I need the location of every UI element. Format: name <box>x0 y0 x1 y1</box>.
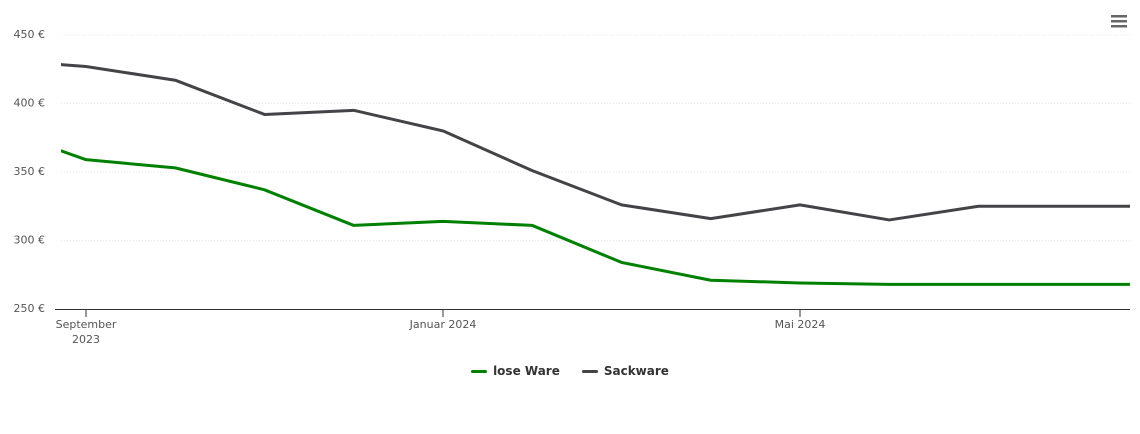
x-tick-label: September 2023 <box>55 318 117 346</box>
x-tick-label: Mai 2024 <box>774 318 826 331</box>
y-tick-label: 350 € <box>14 165 46 178</box>
menu-icon[interactable] <box>1111 15 1127 28</box>
line-series <box>61 63 1130 222</box>
y-tick-label: 450 € <box>14 28 46 41</box>
legend-swatch <box>471 369 488 373</box>
x-tick-label: Januar 2024 <box>409 318 477 331</box>
legend-label: lose Ware <box>493 364 560 378</box>
y-tick-label: 250 € <box>14 302 46 315</box>
legend-item[interactable]: Sackware <box>581 364 669 378</box>
legend-item[interactable]: lose Ware <box>471 364 560 378</box>
legend-swatch <box>581 369 598 373</box>
plot-area <box>61 63 1130 286</box>
y-tick-label: 300 € <box>14 234 46 247</box>
legend-label: Sackware <box>603 364 669 378</box>
line-series <box>61 149 1130 286</box>
y-tick-label: 400 € <box>14 97 46 110</box>
legend: lose Ware Sackware <box>0 364 1140 378</box>
